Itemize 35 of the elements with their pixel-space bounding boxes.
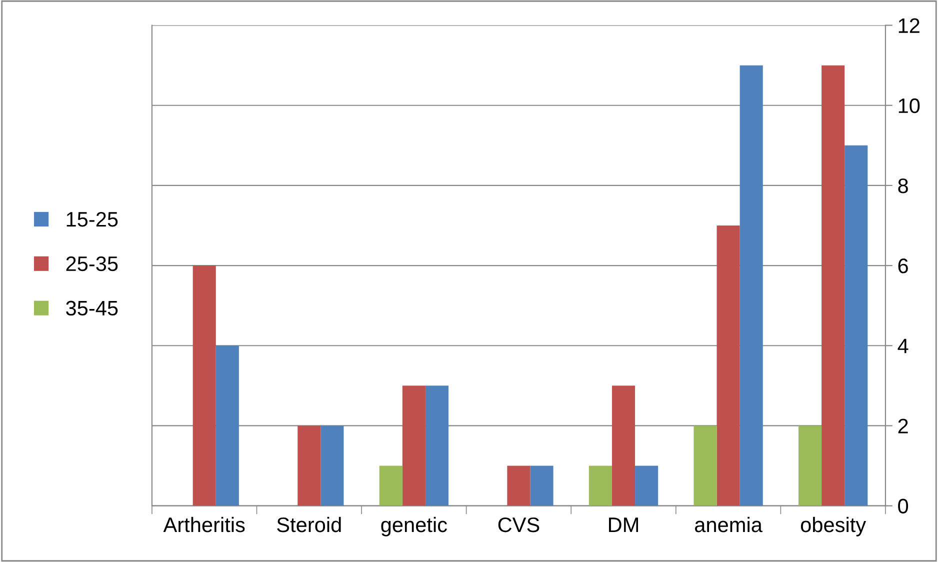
legend-label: 35-45 <box>66 300 118 316</box>
bar <box>507 466 530 506</box>
bar <box>402 386 426 506</box>
bar <box>740 65 763 506</box>
x-tick-label: DM <box>609 518 638 532</box>
x-tick-label: Artheritis <box>163 516 245 532</box>
legend-label: 15-25 <box>66 212 118 227</box>
bar <box>320 426 344 506</box>
bar <box>612 386 636 506</box>
bar <box>530 466 554 506</box>
bar <box>694 426 717 506</box>
bar <box>298 426 321 506</box>
bar <box>798 426 822 506</box>
bar <box>379 466 402 506</box>
y-tick-label: 8 <box>898 178 908 194</box>
y-tick-label: 10 <box>898 98 920 114</box>
x-tick-label: genetic <box>381 516 447 536</box>
y-tick-label: 12 <box>898 18 920 33</box>
bar <box>425 386 449 506</box>
bar <box>716 226 740 506</box>
bar <box>635 466 658 506</box>
y-tick-label: 2 <box>898 418 908 434</box>
bar <box>822 65 845 506</box>
bar <box>844 145 868 506</box>
x-tick-label: obesity <box>800 516 866 536</box>
bar <box>588 466 612 506</box>
y-tick-label: 6 <box>898 258 908 274</box>
y-tick-label: 0 <box>898 498 908 514</box>
x-tick-label: anemia <box>695 516 762 532</box>
bar <box>216 346 239 506</box>
legend-label: 25-35 <box>66 256 118 272</box>
bar <box>192 266 216 506</box>
x-tick-label: Steroid <box>277 516 341 532</box>
x-tick-label: CVS <box>498 517 540 532</box>
y-tick-label: 4 <box>898 338 908 354</box>
